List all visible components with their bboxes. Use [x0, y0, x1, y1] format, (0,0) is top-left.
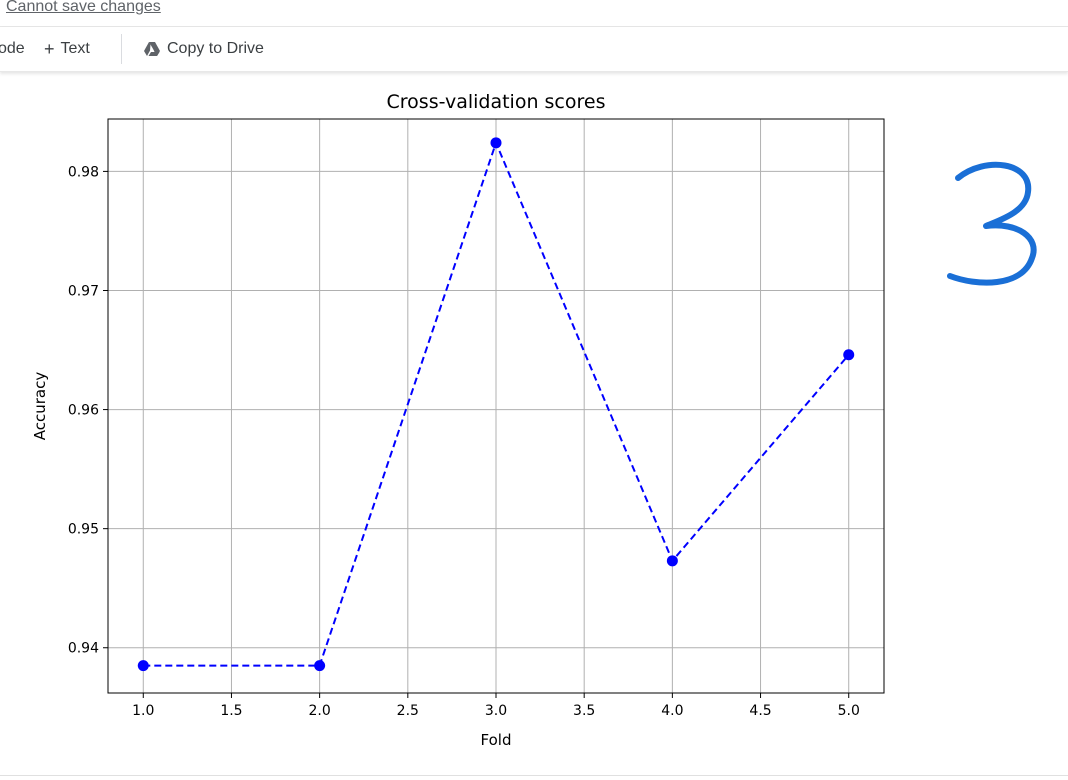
- copy-to-drive-label: Copy to Drive: [167, 40, 264, 57]
- x-tick-label: 4.0: [661, 703, 683, 719]
- data-point: [843, 349, 855, 361]
- google-drive-icon: [144, 42, 160, 56]
- data-point: [666, 555, 678, 567]
- add-code-label: ode: [0, 40, 25, 57]
- y-tick-label: 0.98: [68, 164, 99, 180]
- x-tick-label: 1.0: [132, 703, 154, 719]
- x-axis-ticks: 1.0 1.5 2.0 2.5 3.0 3.5 4.0 4.5 5.0: [132, 693, 860, 719]
- add-text-label: Text: [60, 40, 90, 57]
- notice-bar: Cannot save changes: [0, 0, 1068, 27]
- cannot-save-link[interactable]: Cannot save changes: [6, 0, 161, 15]
- plus-icon: +: [44, 38, 55, 59]
- x-tick-label: 2.0: [309, 703, 331, 719]
- notebook-toolbar: ode + Text Copy to Drive: [0, 27, 1068, 72]
- x-axis-label: Fold: [481, 731, 512, 749]
- y-tick-label: 0.96: [68, 403, 99, 419]
- x-tick-label: 3.0: [485, 703, 507, 719]
- x-tick-label: 2.5: [397, 703, 419, 719]
- handwritten-three-digit: [947, 161, 1037, 286]
- data-point: [314, 660, 326, 672]
- chart-title: Cross-validation scores: [387, 91, 606, 113]
- cell-bottom-border: [0, 775, 1068, 776]
- y-axis-label: Accuracy: [31, 372, 49, 441]
- x-tick-label: 1.5: [220, 703, 242, 719]
- x-tick-label: 5.0: [838, 703, 860, 719]
- y-tick-label: 0.94: [68, 641, 99, 657]
- y-tick-label: 0.97: [68, 283, 99, 299]
- add-text-button[interactable]: + Text: [44, 27, 90, 71]
- handwritten-annotation: 3: [947, 161, 1037, 286]
- grid-lines: [108, 119, 884, 693]
- data-points: [137, 137, 855, 672]
- data-point: [490, 137, 502, 149]
- x-tick-label: 3.5: [573, 703, 595, 719]
- y-tick-label: 0.95: [68, 522, 99, 538]
- x-tick-label: 4.5: [749, 703, 771, 719]
- y-axis-ticks: 0.94 0.95 0.96 0.97 0.98: [68, 164, 108, 657]
- data-point: [137, 660, 149, 672]
- toolbar-divider: [121, 34, 122, 64]
- copy-to-drive-button[interactable]: Copy to Drive: [144, 27, 264, 71]
- add-code-button[interactable]: ode: [0, 27, 25, 71]
